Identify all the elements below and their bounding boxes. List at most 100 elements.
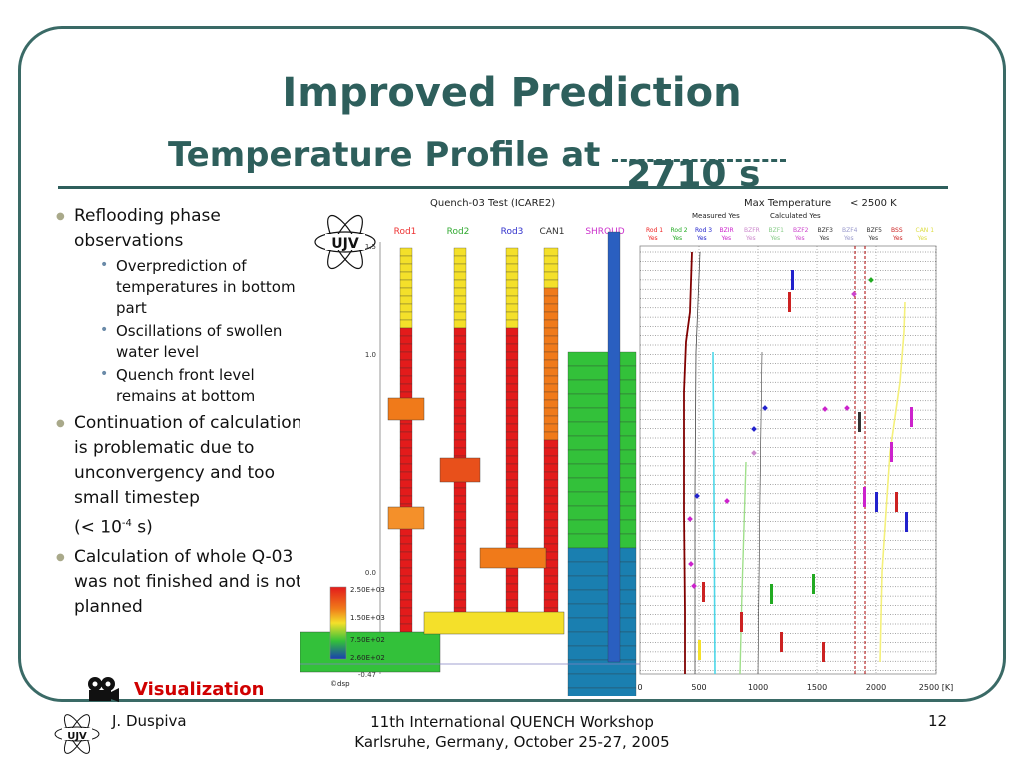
rod-columns [300,231,640,696]
rod-cell [505,439,519,449]
rod-cell [505,271,519,281]
x-tick-label: 500 [691,683,706,692]
y-tick-label: 0.0 [365,569,376,577]
rod-cell [505,423,519,433]
shroud-cell [567,519,637,535]
rod-cell [453,319,467,329]
legend-name: CAN 1 [916,227,935,234]
rod-cell [505,503,519,513]
rod-cell [543,359,559,369]
rod-cell [399,343,413,353]
sub-bullet-item: Oscillations of swollen water level [56,320,306,363]
title-rule [58,186,948,189]
rod-cell [505,463,519,473]
rod-cell [399,447,413,457]
shroud-cell [567,379,637,395]
subtitle-underline [612,159,787,162]
rod-cell [543,575,559,585]
rod-cell [399,439,413,449]
swelling-cell [439,457,481,483]
bullet-list: Reflooding phase observations Overpredic… [56,204,306,622]
visualization-link-row[interactable]: Visualization [86,676,264,702]
sub-bullet-item: Quench front level remains at bottom [56,364,306,407]
rod-cell [453,391,467,401]
rod-cell [505,519,519,529]
profile-curve [712,351,716,675]
slide-subtitle: Temperature Profile at 2710 s [168,135,787,195]
rod-cell [543,327,559,337]
rod-cell [453,271,467,281]
rod-cell [399,591,413,601]
data-marker [868,277,874,283]
shroud-cell [567,435,637,451]
rod-cell [505,247,519,257]
swelling-cell [387,506,425,530]
data-bar [905,512,908,532]
max-temp-value: < 2500 K [850,198,897,209]
legend-name: Rod 2 [671,227,688,234]
legend-flag: Yes [745,235,756,242]
shroud-cell [567,393,637,409]
shroud-cell [567,505,637,521]
rod-cell [505,263,519,273]
rod-cell [399,615,413,625]
rod-cell [399,423,413,433]
data-marker [724,498,730,504]
rod-cell [453,383,467,393]
rod-cell [399,495,413,505]
rod-cell [453,439,467,449]
rod-cell [399,479,413,489]
legend-name: BZFR [744,227,760,234]
rod-cell [399,535,413,545]
data-bar [770,584,773,604]
rod-cell [399,359,413,369]
rod-cell [453,575,467,585]
max-temp-label: Max Temperature [744,198,831,209]
rod-cell [505,311,519,321]
rod-cell [399,271,413,281]
rod-cell [543,591,559,601]
rod-cell [543,439,559,449]
color-scale: 2.50E+03 1.50E+03 7.50E+02 2.60E+02 ©dsp [329,586,385,688]
rod-cell [505,495,519,505]
rod-cell [399,319,413,329]
rod-cell [399,487,413,497]
data-marker [822,406,828,412]
rod-cell [505,295,519,305]
data-marker [694,493,700,499]
shroud-cell [567,407,637,423]
rod-cell [399,607,413,617]
footer-event: 11th International QUENCH Workshop Karls… [0,712,1024,752]
visualization-link[interactable]: Visualization [134,678,265,700]
bullet-item: Reflooding phase observations [56,204,306,254]
rod-cell [505,343,519,353]
scale-label: 2.60E+02 [350,654,385,662]
shroud-cell [567,659,637,675]
shroud-cell [567,533,637,549]
shroud-cell [567,463,637,479]
rod-cell [543,487,559,497]
rod-cell [505,447,519,457]
data-marker [751,450,757,456]
rod-cell [399,279,413,289]
shroud-cell [567,561,637,577]
rod-cell [399,471,413,481]
rod-cell [505,479,519,489]
legend-flag: Yes [868,235,879,242]
shroud-cell [567,589,637,605]
legend-flag: Yes [770,235,781,242]
rod-cell [543,495,559,505]
rod-cell [399,327,413,337]
rod-cell [399,543,413,553]
shroud-outer [607,231,621,663]
legend-name: BZF4 [842,227,858,234]
measured-label: Measured Yes [692,212,740,220]
column-labels: Rod1 Rod2 Rod3 CAN1 SHROUD [394,227,625,237]
rod-cell [505,391,519,401]
legend-name: BSS [891,227,903,234]
data-marker [687,516,693,522]
rod-cell [505,351,519,361]
profile-curve [757,351,763,675]
y-tick-label: -0.47 [358,671,376,679]
rod-cell [505,383,519,393]
